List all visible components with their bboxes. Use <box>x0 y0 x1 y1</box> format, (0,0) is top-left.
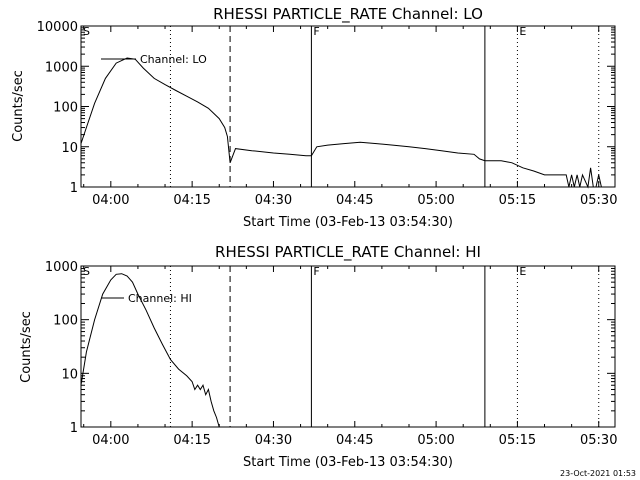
legend-label: Channel: HI <box>128 292 192 305</box>
y-tick-label: 10 <box>61 367 78 382</box>
y-tick-label: 100 <box>53 101 78 116</box>
y-tick-label: 10000 <box>37 20 78 35</box>
series-line <box>80 273 220 428</box>
x-tick-label: 04:15 <box>173 433 210 448</box>
series-line <box>80 57 602 189</box>
event-marker-label: S <box>83 25 90 38</box>
series-group <box>80 57 602 189</box>
chart-title: RHESSI PARTICLE_RATE Channel: HI <box>215 243 481 262</box>
y-tick-label: 1000 <box>45 260 78 275</box>
event-marker-label: F <box>313 265 319 278</box>
y-tick-label: 1 <box>70 181 78 196</box>
legend-label: Channel: LO <box>140 53 207 66</box>
y-tick-label: 1000 <box>45 60 78 75</box>
x-tick-label: 05:00 <box>417 433 454 448</box>
lo-channel-chart: RHESSI PARTICLE_RATE Channel: LO Counts/… <box>11 5 617 230</box>
x-tick-label: 04:30 <box>255 433 292 448</box>
event-marker-label: F <box>313 25 319 38</box>
x-tick-label: 04:45 <box>336 193 373 208</box>
x-tick-label: 05:15 <box>499 433 536 448</box>
x-tick-label: 04:15 <box>173 193 210 208</box>
chart-title: RHESSI PARTICLE_RATE Channel: LO <box>213 5 483 24</box>
y-axis-label: Counts/sec <box>11 70 26 142</box>
plot-frame <box>80 265 616 428</box>
y-tick-label: 10 <box>61 141 78 156</box>
x-axis-label: Start Time (03-Feb-13 03:54:30) <box>243 215 453 230</box>
timestamp: 23-Oct-2021 01:53 <box>560 469 636 478</box>
series-group <box>80 273 220 428</box>
x-axis-label: Start Time (03-Feb-13 03:54:30) <box>243 455 453 470</box>
y-tick-label: 1 <box>70 421 78 436</box>
x-tick-label: 05:15 <box>499 193 536 208</box>
legend: Channel: LO <box>101 53 207 66</box>
tick-group: 04:00 04:15 04:30 04:45 05:00 05:15 05:30 1 10 10… <box>45 260 618 448</box>
x-tick-label: 05:30 <box>580 433 617 448</box>
y-axis-label: Counts/sec <box>19 311 34 383</box>
x-tick-label: 04:30 <box>255 193 292 208</box>
tick-group: 04:00 04:15 04:30 04:45 05:00 05:15 05:30 1 10 10… <box>37 20 618 208</box>
plot-frame <box>80 25 616 188</box>
event-marker-label: S <box>83 265 90 278</box>
x-tick-label: 05:00 <box>417 193 454 208</box>
x-tick-label: 04:45 <box>336 433 373 448</box>
hi-channel-chart: RHESSI PARTICLE_RATE Channel: HI Counts/… <box>19 243 617 470</box>
x-tick-label: 05:30 <box>580 193 617 208</box>
event-marker-label: E <box>519 265 526 278</box>
x-tick-label: 04:00 <box>92 193 129 208</box>
legend: Channel: HI <box>101 292 192 305</box>
event-marker-label: E <box>519 25 526 38</box>
y-tick-label: 100 <box>53 314 78 329</box>
x-tick-label: 04:00 <box>92 433 129 448</box>
